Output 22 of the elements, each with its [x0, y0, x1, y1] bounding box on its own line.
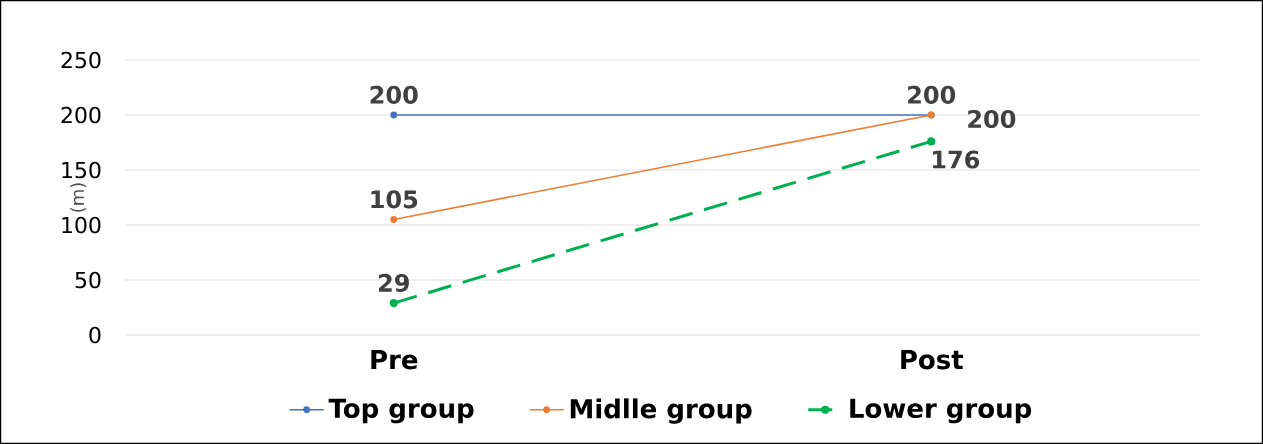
point [927, 137, 936, 146]
y-tick-label: 50 [75, 271, 101, 289]
y-axis-title: (m) [70, 183, 87, 212]
point [390, 111, 398, 119]
data-label: 200 [968, 109, 1016, 129]
data-label: 200 [370, 85, 418, 104]
legend-label: Midlle group [570, 398, 752, 424]
data-label: 200 [908, 85, 956, 104]
y-tick-label: 0 [89, 326, 101, 344]
y-tick-label: 200 [61, 106, 101, 124]
data-label: 29 [378, 273, 409, 293]
x-tick-label: Post [901, 350, 964, 370]
y-tick-label: 150 [62, 161, 101, 179]
y-tick-label: 100 [62, 216, 101, 234]
legend-label: Lower group [850, 398, 1032, 424]
data-label: 105 [371, 190, 418, 209]
data-label: 176 [933, 150, 980, 169]
x-tick-label: Pre [371, 350, 418, 370]
point [389, 298, 398, 308]
legend-label: Top group [328, 398, 474, 424]
point [390, 216, 398, 223]
y-tick-label: 250 [61, 51, 101, 69]
